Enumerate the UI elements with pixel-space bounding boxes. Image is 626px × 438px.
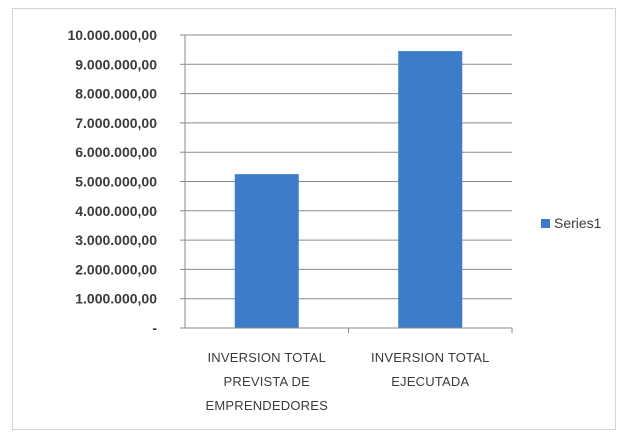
gridlines [185,34,512,300]
x-tick-label: INVERSION TOTAL [371,350,490,365]
y-tick-label: 7.000.000,00 [75,115,157,131]
legend: Series1 [541,215,602,231]
y-tick-label: 1.000.000,00 [75,291,157,307]
legend-label: Series1 [554,215,602,231]
x-axis: INVERSION TOTAL PREVISTA DE EMPRENDEDORES I… [185,327,513,413]
y-tick-label: 6.000.000,00 [75,144,157,160]
y-tick-label: 8.000.000,00 [75,86,157,102]
bars [234,51,463,329]
y-tick-label: 2.000.000,00 [75,261,157,277]
x-tick-label: PREVISTA DE [224,374,311,389]
y-tick-label: 9.000.000,00 [75,56,157,72]
bar [398,51,463,329]
y-tick-label: - [152,320,157,336]
y-axis: - 1.000.000,00 2.000.000,00 3.000.000,00 4.0… [67,27,186,336]
y-tick-label: 10.000.000,00 [67,27,157,43]
x-tick-label: EMPRENDEDORES [205,398,328,413]
bar [234,174,299,328]
y-tick-label: 3.000.000,00 [75,232,157,248]
y-tick-label: 5.000.000,00 [75,174,157,190]
x-tick-label: EJECUTADA [391,374,469,389]
y-tick-label: 4.000.000,00 [75,203,157,219]
x-tick-label: INVERSION TOTAL [207,350,326,365]
legend-swatch [541,219,550,228]
chart-frame [12,8,616,430]
